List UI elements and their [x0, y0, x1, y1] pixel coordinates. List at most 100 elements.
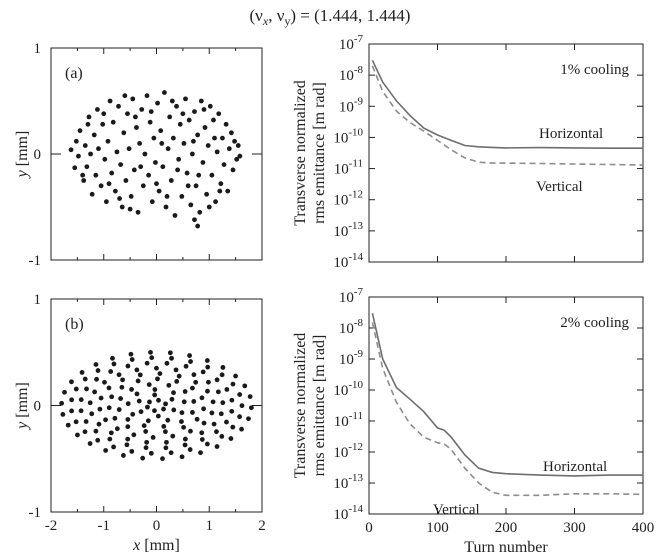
scatter-point	[165, 417, 171, 423]
scatter-point	[121, 130, 127, 136]
scatter-point	[131, 167, 137, 173]
scatter-point	[73, 386, 79, 392]
scatter-point	[161, 406, 166, 412]
scatter-point	[169, 98, 175, 104]
scatter-point	[192, 109, 197, 114]
scatter-point	[133, 114, 138, 120]
scatter-point	[211, 117, 216, 123]
scatter-point	[170, 433, 176, 439]
scatter-point	[190, 385, 195, 391]
scatter-point	[204, 441, 210, 447]
scatter-point	[188, 428, 193, 434]
scatter-point	[200, 369, 206, 375]
scatter-point	[237, 153, 243, 159]
y-tick-label: 10-9	[339, 95, 364, 115]
scatter-point	[92, 389, 98, 395]
scatter-point	[146, 382, 152, 387]
scatter-point	[68, 147, 74, 153]
scatter-point	[87, 441, 93, 446]
scatter-point	[65, 422, 71, 428]
scatter-point	[180, 111, 186, 117]
y-axis-label: y [mm]	[14, 131, 31, 180]
y-tick-label: 1	[34, 41, 42, 57]
scatter-point	[84, 164, 90, 170]
scatter-point	[179, 194, 185, 199]
scatter-point	[181, 399, 187, 405]
scatter-point	[135, 378, 141, 384]
scatter-point	[187, 447, 193, 452]
scatter-point	[143, 429, 149, 434]
scatter-point	[169, 355, 174, 361]
scatter-point	[118, 162, 124, 168]
scatter-point	[93, 362, 99, 367]
scatter-point	[209, 172, 215, 178]
scatter-point	[107, 98, 113, 104]
scatter-point	[214, 377, 220, 383]
scatter-point	[88, 151, 93, 157]
scatter-point	[214, 149, 220, 155]
scatter-point	[125, 417, 131, 422]
scatter-point	[111, 361, 117, 367]
scatter-point	[143, 445, 149, 451]
scatter-point	[123, 178, 129, 183]
scatter-point	[82, 429, 88, 435]
scatter-point	[125, 363, 131, 369]
scatter-point	[138, 164, 144, 170]
scatter-point	[223, 121, 229, 127]
scatter-point	[193, 183, 199, 189]
y-axis-var: y	[14, 169, 31, 179]
scatter-point	[155, 100, 160, 106]
scatter-point	[191, 372, 197, 378]
scatter-point	[168, 450, 174, 456]
scatter-point	[205, 364, 211, 370]
scatter-point	[210, 399, 216, 405]
scatter-point	[119, 204, 125, 210]
cooling-annotation: 1% cooling	[560, 62, 629, 78]
scatter-point	[219, 433, 225, 439]
scatter-point	[182, 389, 188, 394]
scatter-point	[186, 117, 192, 123]
scatter-point	[166, 382, 172, 388]
scatter-point	[137, 141, 143, 146]
scatter-point	[216, 111, 222, 117]
scatter-point	[176, 156, 182, 162]
x-tick-label: 0	[365, 520, 373, 536]
scatter-point	[116, 407, 122, 412]
scatter-point	[130, 411, 136, 417]
scatter-point	[112, 188, 118, 194]
scatter-point	[125, 401, 131, 407]
scatter-point	[220, 365, 226, 370]
x-tick-label: -1	[98, 518, 111, 534]
y-tick-label: 10-10	[333, 379, 363, 399]
scatter-point	[167, 114, 173, 120]
scatter-point	[125, 436, 131, 442]
scatter-point	[95, 437, 101, 443]
scatter-point	[230, 381, 236, 387]
scatter-point	[247, 394, 253, 400]
x-tick-label: -2	[45, 518, 58, 534]
scatter-point	[171, 407, 177, 413]
scatter-point	[83, 419, 89, 424]
scatter-point	[179, 454, 185, 460]
scatter-point	[176, 373, 182, 379]
scatter-point	[200, 160, 206, 165]
scatter-point	[128, 194, 134, 199]
scatter-point	[84, 386, 89, 392]
scatter-point	[137, 372, 143, 378]
scatter-point	[205, 388, 210, 394]
scatter-point	[213, 199, 218, 205]
y-tick-label: 10-8	[339, 317, 364, 337]
y-axis-unit: [mm]	[14, 131, 31, 171]
scatter-point	[147, 399, 152, 405]
scatter-point	[199, 395, 205, 401]
scatter-point	[130, 96, 136, 102]
scatter-point	[134, 125, 139, 130]
scatter-point	[188, 202, 194, 208]
y-tick-label: 1	[34, 292, 42, 308]
scatter-point	[110, 355, 115, 361]
y-tick-label: 10-10	[333, 126, 363, 146]
scatter-point	[219, 372, 225, 378]
scatter-point	[190, 410, 195, 415]
scatter-point	[156, 188, 162, 194]
